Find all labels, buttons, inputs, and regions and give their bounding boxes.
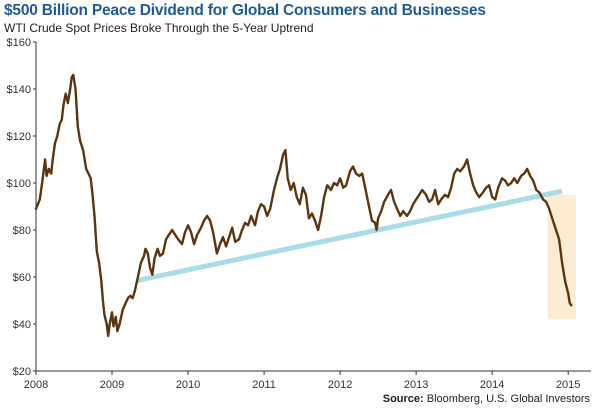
x-tick-label: 2014 bbox=[480, 379, 504, 391]
x-tick-label: 2011 bbox=[252, 379, 276, 391]
source-label: Source: bbox=[382, 393, 424, 405]
y-tick-label: $40 bbox=[13, 319, 31, 331]
chart-subtitle: WTI Crude Spot Prices Broke Through the … bbox=[4, 21, 314, 35]
y-tick-label: $60 bbox=[13, 272, 31, 284]
uptrend-line bbox=[136, 188, 563, 283]
y-tick-label: $20 bbox=[13, 366, 31, 378]
chart-title: $500 Billion Peace Dividend for Global C… bbox=[4, 2, 486, 19]
x-tick-label: 2015 bbox=[556, 379, 580, 391]
y-tick-label: $120 bbox=[7, 131, 31, 143]
series-line bbox=[34, 73, 573, 337]
source-note: Source: Bloomberg, U.S. Global Investors bbox=[383, 393, 590, 405]
y-tick-label: $100 bbox=[7, 178, 31, 190]
y-tick-label: $140 bbox=[7, 84, 31, 96]
x-tick-label: 2012 bbox=[328, 379, 352, 391]
y-tick-label: $80 bbox=[13, 225, 31, 237]
x-tick-label: 2010 bbox=[176, 379, 200, 391]
source-text: Bloomberg, U.S. Global Investors bbox=[423, 393, 590, 405]
x-tick-label: 2008 bbox=[24, 379, 48, 391]
x-tick-label: 2013 bbox=[404, 379, 428, 391]
y-tick-label: $160 bbox=[7, 37, 31, 49]
x-tick-label: 2009 bbox=[100, 379, 124, 391]
